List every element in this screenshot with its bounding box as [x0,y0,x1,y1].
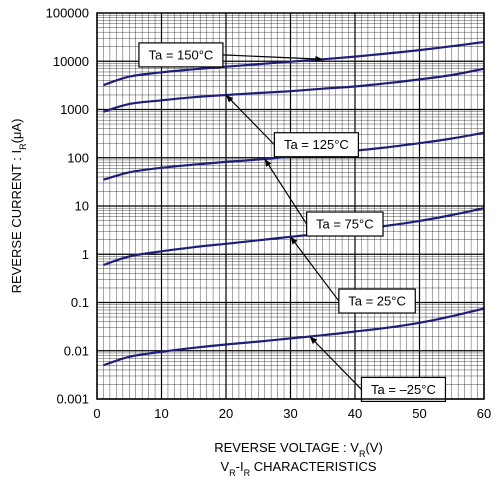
callout-arrowhead [309,336,318,344]
callout-leader [222,54,323,60]
x-tick-label: 40 [348,406,362,421]
callout-box [273,132,359,158]
y-tick-label: 0.001 [56,392,89,407]
y-tick-label: 0.1 [71,295,89,310]
callout-leader [264,158,308,225]
series-line-1 [103,67,485,113]
y-tick-label: 10 [75,199,89,214]
callout-label: Ta = 125°C [284,137,349,152]
y-tick-label: 1000 [60,102,89,117]
callout-leader [225,94,275,146]
y-tick-label: 100 [67,150,89,165]
callout-leader [290,236,340,302]
callout-box [338,288,416,314]
series-line-4 [103,307,485,367]
y-axis-ticks: 0.001 0.01 0.1 1 10 100 1000 10000 100000 [46,6,89,407]
callout-arrowhead [264,158,272,167]
x-axis-label: REVERSE VOLTAGE : VR(V) [214,440,383,459]
callout-label: Ta = 150°C [149,47,214,62]
callout-arrowhead [315,55,323,63]
chart-title: VR-IR CHARACTERISTICS [220,459,376,478]
y-tick-label: 100000 [46,6,89,21]
x-tick-label: 0 [93,406,100,421]
x-axis-ticks: 0 10 20 30 40 50 60 [93,406,491,421]
y-tick-label: 0.01 [64,343,89,358]
callout-label: Ta = 75°C [316,217,374,232]
x-tick-label: 10 [154,406,168,421]
x-tick-label: 50 [412,406,426,421]
series-line-0 [103,40,485,87]
callout-leader [309,336,362,390]
x-tick-label: 30 [283,406,297,421]
callout-label: Ta = 25°C [348,294,406,309]
callout-box [360,376,447,403]
grid [96,13,485,400]
y-tick-label: 10000 [53,54,89,69]
callout-box [306,211,384,237]
callout-arrowhead [226,94,234,103]
x-tick-label: 20 [219,406,233,421]
y-axis-label: REVERSE CURRENT : IR(μA) [9,119,28,294]
callout-label: Ta = –25°C [371,382,436,397]
callout-box [138,42,224,68]
x-tick-label: 60 [477,406,491,421]
plot-frame [96,12,485,400]
y-tick-label: 1 [82,247,89,262]
callout-arrowhead [290,236,298,245]
callouts: Ta = 150°C Ta = 125°C Ta = 75°C Ta = 25°C Ta… [138,42,447,403]
